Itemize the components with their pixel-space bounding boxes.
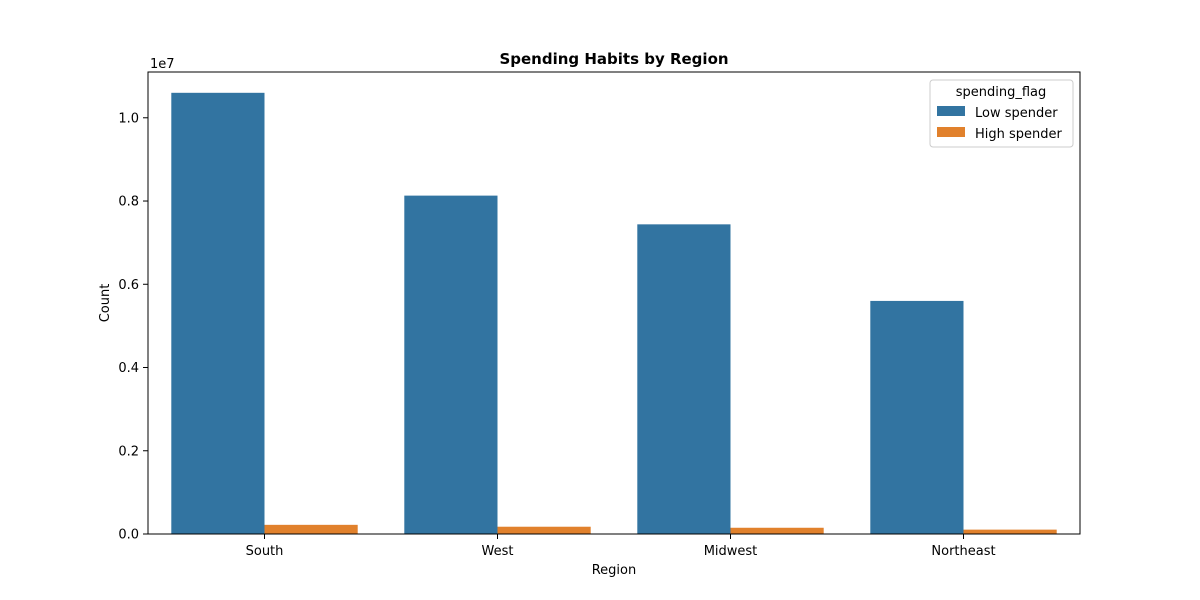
bars <box>171 92 1057 534</box>
y-axis-ticks: 0.0 0.2 0.4 0.6 0.8 1.0 <box>118 111 148 543</box>
y-tick-label: 0.0 <box>118 528 139 543</box>
bar-midwest-high-spender <box>730 527 824 534</box>
y-axis-label: Count <box>98 284 113 323</box>
legend-label-low-spender: Low spender <box>975 106 1058 121</box>
legend-swatch-low-spender <box>937 106 965 116</box>
legend: spending_flag Low spender High spender <box>929 79 1074 148</box>
y-tick-label: 0.4 <box>118 361 139 376</box>
y-tick-label: 0.2 <box>118 444 139 459</box>
plot-frame <box>147 71 1081 535</box>
bar-midwest-low-spender <box>637 224 731 534</box>
y-tick-label: 1.0 <box>118 111 139 126</box>
y-tick-label: 0.6 <box>118 278 139 293</box>
legend-title: spending_flag <box>956 85 1047 100</box>
y-tick-label: 0.8 <box>118 195 139 210</box>
y-axis-offset-label: 1e7 <box>150 57 175 72</box>
x-tick-label-northeast: Northeast <box>931 544 995 559</box>
bar-south-low-spender <box>171 92 265 534</box>
legend-box <box>929 79 1074 148</box>
bar-northeast-high-spender <box>963 529 1057 534</box>
chart-title: Spending Habits by Region <box>499 50 728 68</box>
x-axis-ticks: South West Midwest Northeast <box>246 534 996 559</box>
x-tick-label-west: West <box>482 544 514 559</box>
legend-label-high-spender: High spender <box>975 127 1063 142</box>
x-tick-label-south: South <box>246 544 284 559</box>
bar-northeast-low-spender <box>870 300 964 534</box>
bar-south-high-spender <box>264 524 358 534</box>
legend-swatch-high-spender <box>937 127 965 137</box>
bar-west-low-spender <box>404 195 498 534</box>
x-axis-label: Region <box>592 563 637 578</box>
bar-west-high-spender <box>497 526 591 534</box>
x-tick-label-midwest: Midwest <box>704 544 758 559</box>
